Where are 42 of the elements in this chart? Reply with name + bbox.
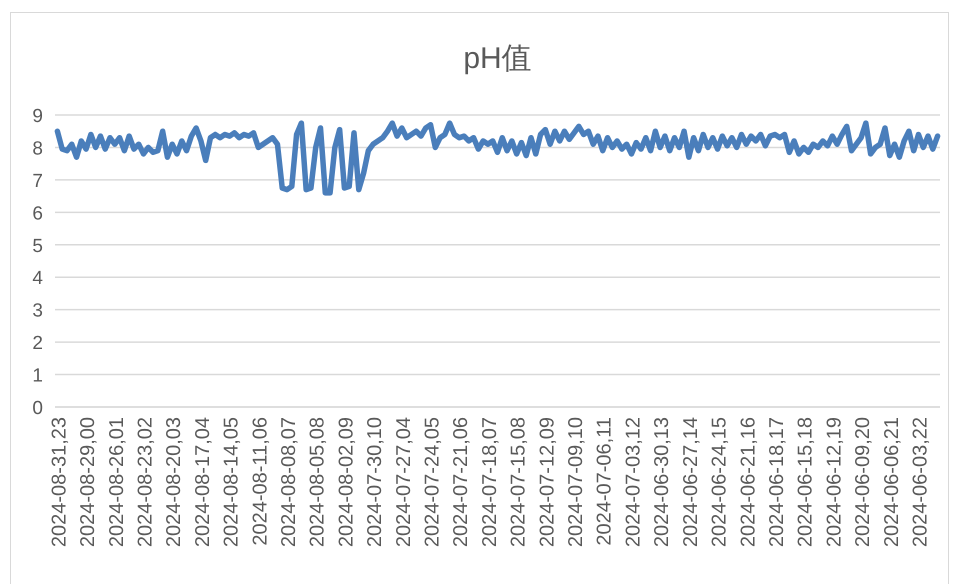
x-tick-label: 2024-08-31,23	[48, 417, 70, 548]
x-tick-label: 2024-08-26,01	[106, 417, 128, 548]
y-tick-label: 8	[32, 138, 43, 160]
x-tick-label: 2024-06-27,14	[680, 417, 702, 548]
x-tick-label: 2024-08-02,09	[335, 417, 358, 548]
x-tick-label: 2024-08-08,07	[278, 417, 300, 548]
x-tick-label: 2024-07-15,08	[508, 417, 530, 548]
x-tick-label: 2024-08-29,00	[77, 417, 100, 548]
x-tick-label: 2024-07-12,09	[536, 417, 558, 548]
x-tick-label: 2024-08-11,06	[249, 417, 272, 546]
x-tick-label: 2024-06-21,16	[737, 417, 760, 548]
x-tick-label: 2024-08-20,03	[163, 417, 186, 548]
y-tick-label: 5	[32, 236, 43, 257]
x-tick-label: 2024-06-09,20	[852, 417, 874, 548]
x-tick-label: 2024-08-17,04	[192, 417, 214, 548]
x-tick-label: 2024-08-23,02	[134, 417, 156, 548]
x-tick-label: 2024-07-24,05	[422, 417, 444, 548]
x-tick-label: 2024-08-05,08	[306, 417, 329, 548]
x-tick-label: 2024-06-12,19	[823, 417, 846, 548]
x-tick-label: 2024-07-30,10	[364, 417, 386, 548]
x-tick-label: 2024-06-15,18	[794, 417, 817, 548]
y-tick-label: 9	[32, 106, 43, 127]
x-tick-label: 2024-07-09,10	[565, 417, 588, 548]
y-tick-label: 4	[32, 268, 44, 290]
x-tick-label: 2024-07-06,11	[594, 417, 616, 546]
x-tick-label: 2024-07-18,07	[478, 417, 501, 548]
x-tick-label: 2024-07-03,12	[622, 417, 644, 548]
chart-title: pH值	[463, 42, 532, 75]
x-tick-label: 2024-07-21,06	[450, 417, 472, 548]
x-tick-label: 2024-08-14,05	[220, 417, 243, 548]
y-tick-label: 0	[32, 398, 43, 419]
x-tick-label: 2024-07-27,04	[392, 417, 415, 548]
x-tick-label: 2024-06-03,22	[909, 417, 932, 548]
y-tick-label: 7	[32, 170, 43, 192]
x-tick-label: 2024-06-24,15	[708, 417, 731, 548]
x-tick-label: 2024-06-06,21	[880, 417, 903, 548]
x-tick-label: 2024-06-18,17	[766, 417, 788, 548]
y-tick-label: 2	[32, 333, 43, 354]
y-tick-label: 1	[32, 366, 43, 387]
y-tick-label: 6	[32, 203, 43, 224]
x-tick-label: 2024-06-30,13	[651, 417, 674, 548]
y-tick-label: 3	[32, 300, 43, 322]
